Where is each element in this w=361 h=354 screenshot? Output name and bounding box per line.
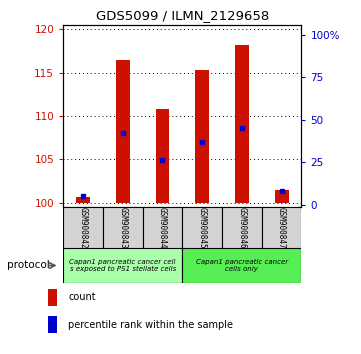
Text: GSM900842: GSM900842 (79, 207, 87, 248)
Bar (182, 207, 222, 248)
Bar (76, 197, 90, 203)
Text: GSM900843: GSM900843 (118, 207, 127, 248)
Bar (143, 207, 182, 248)
Text: count: count (68, 292, 96, 302)
Text: GSM900847: GSM900847 (277, 207, 286, 248)
Bar (222, 207, 262, 248)
Text: protocol: protocol (7, 261, 50, 270)
Bar (116, 59, 130, 203)
Bar (182, 248, 301, 283)
Text: Capan1 pancreatic cancer cell
s exposed to PS1 stellate cells: Capan1 pancreatic cancer cell s exposed … (69, 259, 176, 272)
Bar (275, 190, 288, 203)
Bar (235, 45, 249, 203)
Bar (63, 207, 103, 248)
Text: GSM900844: GSM900844 (158, 207, 167, 248)
Bar (103, 207, 143, 248)
Text: GSM900845: GSM900845 (198, 207, 206, 248)
Bar (195, 70, 209, 203)
Bar (48, 289, 57, 306)
Bar (156, 109, 169, 203)
Title: GDS5099 / ILMN_2129658: GDS5099 / ILMN_2129658 (96, 9, 269, 22)
Bar (262, 207, 301, 248)
Text: GSM900846: GSM900846 (238, 207, 246, 248)
Text: Capan1 pancreatic cancer
cells only: Capan1 pancreatic cancer cells only (196, 259, 288, 272)
Bar (63, 248, 182, 283)
Text: percentile rank within the sample: percentile rank within the sample (68, 320, 233, 330)
Bar (48, 316, 57, 333)
